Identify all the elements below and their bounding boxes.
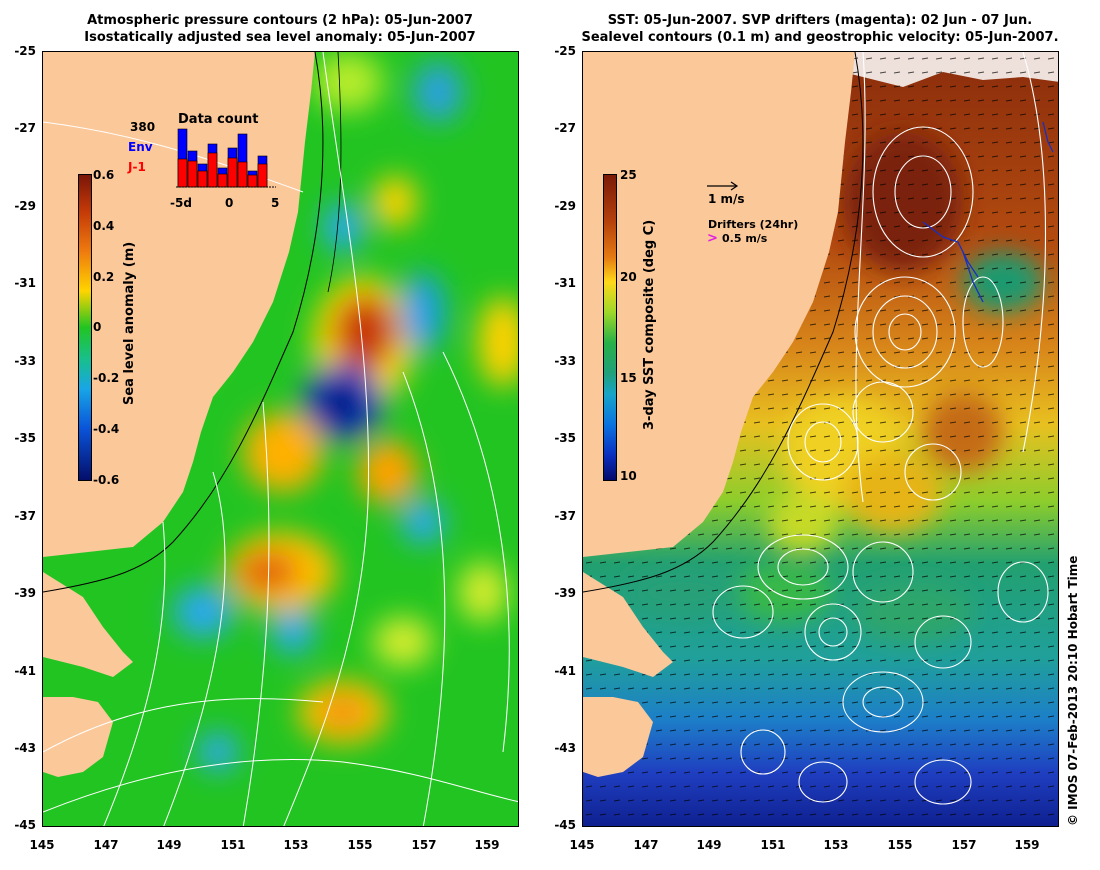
lat-tick-label: -33 [14, 354, 36, 368]
inset-xtick: 5 [271, 196, 280, 210]
sla-colorbar-tick: 0.4 [93, 219, 115, 233]
left-title-line1: Atmospheric pressure contours (2 hPa): 0… [87, 13, 473, 28]
lon-tick-label: 149 [156, 838, 182, 852]
lat-tick-label: -39 [554, 586, 576, 600]
sla-colorbar-tick: -0.4 [93, 422, 120, 436]
lon-tick-label: 157 [951, 838, 977, 852]
lat-tick-label: -27 [554, 121, 576, 135]
lat-tick-label: -45 [554, 818, 576, 832]
inset-legend-env: Env [128, 140, 153, 154]
lat-tick-label: -39 [14, 586, 36, 600]
lon-tick-label: 145 [569, 838, 595, 852]
lon-tick-label: 151 [220, 838, 246, 852]
drifters-legend-marker: > [707, 231, 718, 246]
lat-tick-label: -37 [554, 509, 576, 523]
sla-colorbar-tick: 0.6 [93, 168, 115, 182]
velocity-legend-arrow [707, 181, 739, 191]
lat-tick-label: -33 [554, 354, 576, 368]
lat-tick-label: -37 [14, 509, 36, 523]
right-title-line1: SST: 05-Jun-2007. SVP drifters (magenta)… [607, 13, 1033, 28]
lon-tick-label: 145 [29, 838, 55, 852]
lon-tick-label: 155 [347, 838, 373, 852]
inset-xtick: -5d [170, 196, 192, 210]
inset-legend-j1: J-1 [128, 160, 146, 174]
sla-colorbar [78, 174, 92, 481]
sst-colorbar [603, 174, 617, 481]
lat-tick-label: -25 [554, 44, 576, 58]
lat-tick-label: -41 [554, 664, 576, 678]
lat-tick-label: -43 [554, 741, 576, 755]
sst-colorbar-tick: 15 [620, 371, 637, 385]
lon-tick-label: 155 [887, 838, 913, 852]
drifters-legend-title: Drifters (24hr) [708, 218, 799, 231]
sla-colorbar-label: Sea level anomaly (m) [122, 241, 137, 405]
inset-xtick: 0 [225, 196, 234, 210]
lat-tick-label: -31 [554, 276, 576, 290]
velocity-legend-label: 1 m/s [708, 192, 745, 206]
inset-histogram [176, 128, 276, 188]
lat-tick-label: -29 [554, 199, 576, 213]
lat-tick-label: -29 [14, 199, 36, 213]
sla-colorbar-tick: -0.2 [93, 371, 120, 385]
lat-tick-label: -27 [14, 121, 36, 135]
sla-colorbar-tick: 0 [93, 320, 102, 334]
sst-colorbar-tick: 10 [620, 469, 637, 483]
sla-colorbar-tick: 0.2 [93, 270, 115, 284]
inset-max-label: 380 [130, 120, 156, 134]
lon-tick-label: 153 [283, 838, 309, 852]
lon-tick-label: 147 [633, 838, 659, 852]
lat-tick-label: -41 [14, 664, 36, 678]
lon-tick-label: 149 [696, 838, 722, 852]
lon-tick-label: 147 [93, 838, 119, 852]
credit-text: © IMOS 07-Feb-2013 20:10 Hobart Time [1066, 555, 1080, 826]
sst-map-graphic [583, 52, 1058, 826]
sla-map-graphic [43, 52, 518, 826]
lat-tick-label: -45 [14, 818, 36, 832]
sst-colorbar-tick: 25 [620, 168, 637, 182]
lat-tick-label: -31 [14, 276, 36, 290]
lon-tick-label: 159 [1014, 838, 1040, 852]
left-title-line2: Isostatically adjusted sea level anomaly… [84, 30, 476, 45]
drifters-legend-value: 0.5 m/s [722, 232, 768, 245]
right-title-line2: Sealevel contours (0.1 m) and geostrophi… [581, 30, 1059, 45]
lon-tick-label: 151 [760, 838, 786, 852]
inset-title: Data count [178, 112, 259, 127]
lat-tick-label: -35 [14, 431, 36, 445]
lon-tick-label: 153 [823, 838, 849, 852]
lon-tick-label: 157 [411, 838, 437, 852]
lat-tick-label: -35 [554, 431, 576, 445]
sst-map [582, 51, 1059, 827]
sst-colorbar-label: 3-day SST composite (deg C) [642, 219, 657, 430]
sla-map [42, 51, 519, 827]
lat-tick-label: -43 [14, 741, 36, 755]
lon-tick-label: 159 [474, 838, 500, 852]
lat-tick-label: -25 [14, 44, 36, 58]
sst-colorbar-tick: 20 [620, 270, 637, 284]
sla-colorbar-tick: -0.6 [93, 473, 120, 487]
